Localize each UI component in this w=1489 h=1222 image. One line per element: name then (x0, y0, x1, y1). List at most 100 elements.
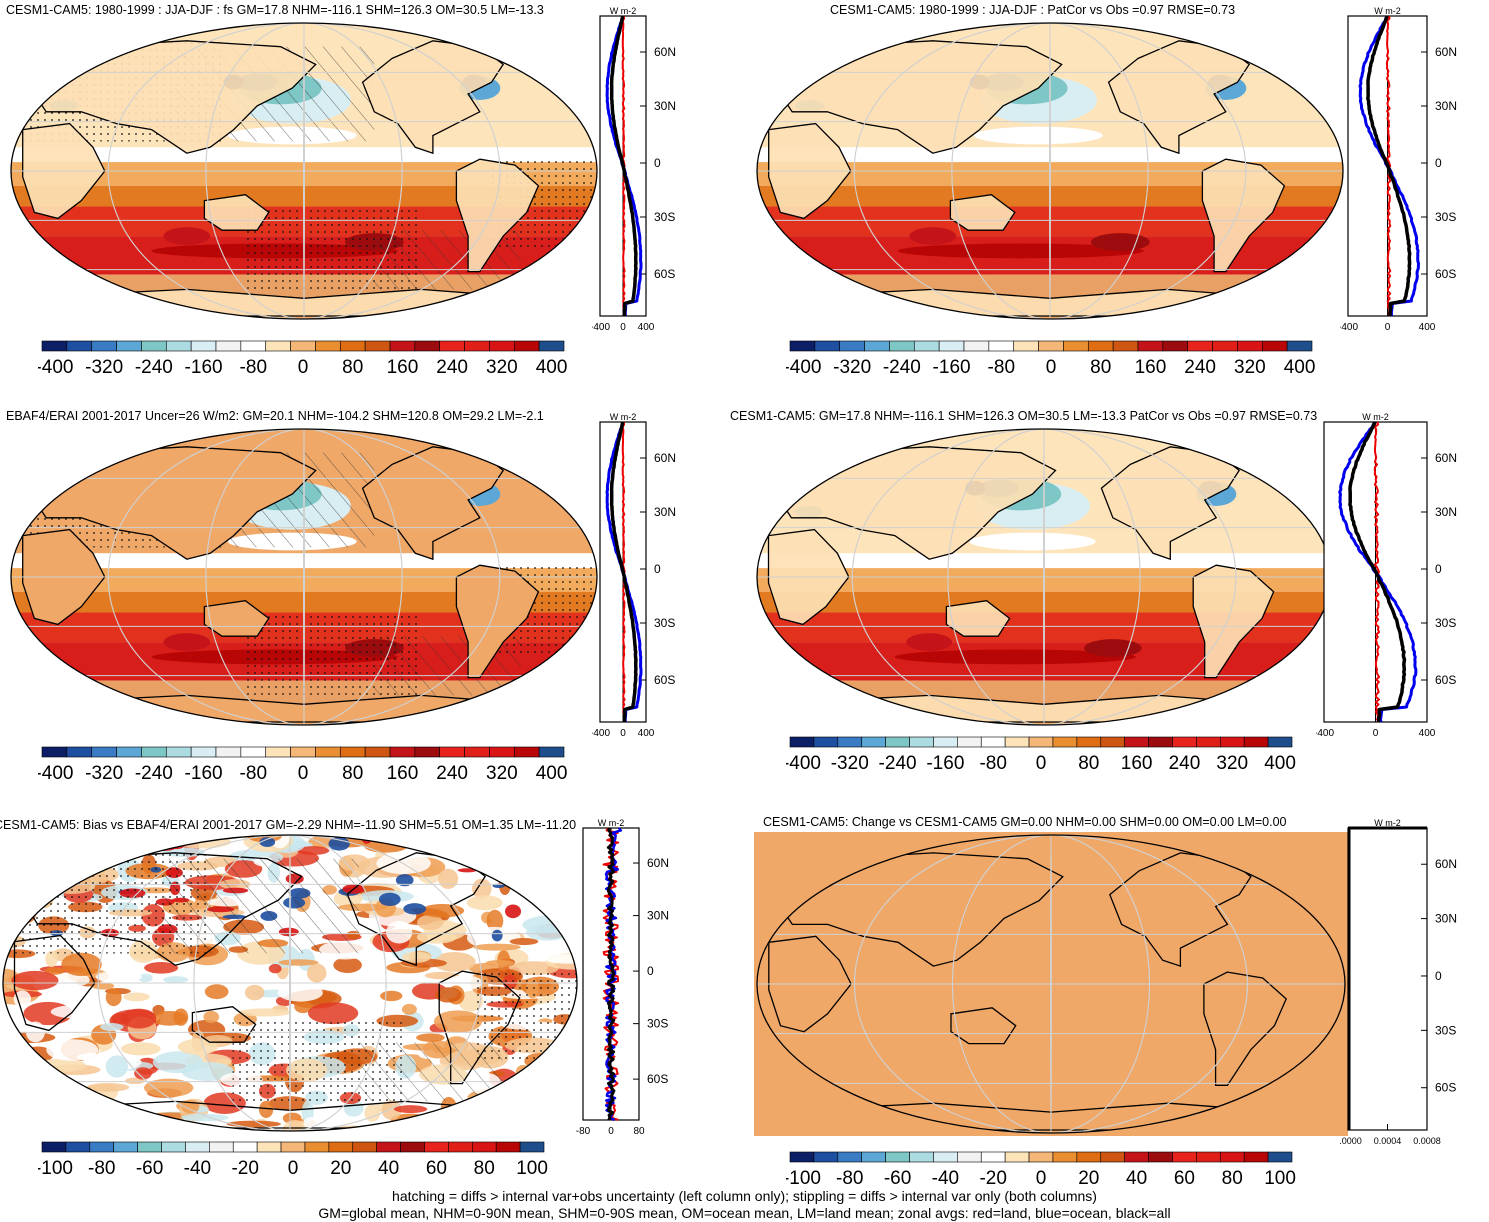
field-lobe (1084, 639, 1142, 657)
colorbar-swatch (190, 746, 217, 758)
colorbar-tick-label: -60 (884, 1168, 911, 1189)
panel-title: EBAF4/ERAI 2001-2017 Uncer=26 W/m2: GM=2… (6, 409, 544, 423)
colorbar-swatch (1219, 736, 1245, 748)
colorbar-tick-label: 100 (516, 1158, 548, 1179)
colorbar-tick-label: -400 (38, 357, 73, 378)
field-patch (105, 1055, 128, 1078)
colorbar-tick-label: -400 (38, 763, 73, 784)
field-patch (432, 952, 476, 972)
colorbar-tick-label: 160 (387, 357, 419, 378)
zonal-x-label: -80 (576, 1126, 591, 1137)
colorbar-swatch (1267, 736, 1293, 748)
field-patch (425, 887, 454, 907)
map-graticule (757, 835, 1345, 1133)
field-patch (143, 1114, 175, 1124)
field-patch (393, 1105, 428, 1114)
field-patch (470, 835, 499, 852)
colorbar-swatch (91, 746, 117, 758)
colorbar-tick-label: -80 (988, 357, 1015, 378)
zonal-lat-label: 60S (1435, 673, 1456, 687)
zonal-lat-label: 0 (654, 156, 661, 170)
field-patch (428, 1114, 468, 1129)
field-patch (13, 990, 32, 1008)
colorbar-tick-label: -160 (926, 753, 964, 774)
colorbar-tick-label: 0 (288, 1158, 299, 1179)
colorbar-swatch (1124, 736, 1149, 748)
zonal-lat-label: 60S (654, 673, 675, 687)
stippling (245, 206, 422, 290)
meridian-line (97, 835, 483, 1131)
zonal-unit-label: W m-2 (1374, 6, 1401, 16)
colorbar-swatch (352, 1141, 377, 1153)
panel-title: CESM1-CAM5: Bias vs EBAF4/ERAI 2001-2017… (0, 818, 577, 832)
colorbar-tick-label: -100 (38, 1158, 73, 1179)
zonal-x-label: -400 (592, 728, 610, 739)
map-plot (2, 834, 578, 1132)
stippling (3, 852, 210, 954)
colorbar-swatch (315, 340, 341, 352)
zonal-x-label: -400 (592, 322, 610, 333)
field-patch (226, 1120, 281, 1128)
field-patch (61, 952, 102, 977)
field-patch (95, 970, 142, 983)
field-patch (180, 1113, 229, 1122)
colorbar-tick-label: -80 (88, 1158, 115, 1179)
zonal-line-all (609, 15, 638, 317)
field-patch (50, 836, 98, 843)
colorbar-swatch (1052, 736, 1078, 748)
zonal-lat-label: 30S (1435, 210, 1456, 224)
colorbar: -400 -320 -240 -160 -80 0 80 160 240 320 400 (786, 736, 1296, 774)
colorbar-swatch (839, 340, 865, 352)
colorbar-tick-label: 240 (436, 357, 468, 378)
zonal-lat-label: 30N (1435, 505, 1457, 519)
colorbar-swatch (448, 1141, 473, 1153)
field-patch (3, 1052, 28, 1061)
colorbar-swatch (519, 1141, 545, 1153)
colorbar-tick-label: -160 (185, 357, 223, 378)
colorbar-swatch (1286, 340, 1313, 352)
colorbar: -400 -320 -240 -160 -80 0 80 160 240 320 400 (38, 340, 567, 378)
colorbar-swatch (41, 1141, 67, 1153)
colorbar-swatch (389, 746, 416, 758)
zonal-line-all (606, 827, 616, 1121)
colorbar-swatch (339, 340, 366, 352)
coastline-greenland (1249, 440, 1287, 466)
field-patch (78, 1112, 95, 1131)
colorbar-swatch (1028, 736, 1054, 748)
meridian-line (107, 23, 501, 319)
field-patch (50, 864, 64, 885)
colorbar-swatch (339, 746, 366, 758)
field-patch (244, 984, 265, 1001)
field-patch (530, 857, 559, 866)
field-patch (308, 835, 335, 849)
zonal-x-label: 0 (620, 728, 626, 739)
field-patch (6, 845, 23, 859)
field-patch (151, 1010, 188, 1026)
coastline-eurasia (13, 852, 303, 966)
colorbar-swatch (1137, 340, 1164, 352)
colorbar: -100 -80 -60 -40 -20 0 20 40 60 80 100 (38, 1141, 548, 1179)
colorbar-swatch (364, 340, 391, 352)
colorbar-swatch (209, 1141, 234, 1153)
colorbar-swatch (889, 340, 915, 352)
field-patch (378, 892, 401, 907)
coastline-australia (191, 1006, 257, 1043)
zonal-lat-label: 30S (647, 1017, 668, 1031)
coastline-greenland (514, 34, 552, 60)
colorbar-swatch (89, 1141, 115, 1153)
field-patch (486, 909, 504, 932)
zonal-mean-plot: W m-2 60N 30N 0 30S 60S -80 0 80 (576, 818, 669, 1137)
coastline-australia (949, 194, 1016, 231)
colorbar-tick-label: -80 (240, 763, 267, 784)
zonal-x-label: 400 (1419, 322, 1436, 333)
field-patch (296, 846, 330, 855)
colorbar-tick-label: -240 (883, 357, 921, 378)
colorbar-tick-label: 80 (474, 1158, 495, 1179)
meridian-line (205, 23, 403, 319)
colorbar-swatch (91, 340, 117, 352)
colorbar-swatch (489, 746, 515, 758)
field-patch (364, 1104, 381, 1122)
colorbar-swatch (141, 746, 167, 758)
colorbar-swatch (215, 340, 242, 352)
colorbar-swatch (265, 746, 291, 758)
